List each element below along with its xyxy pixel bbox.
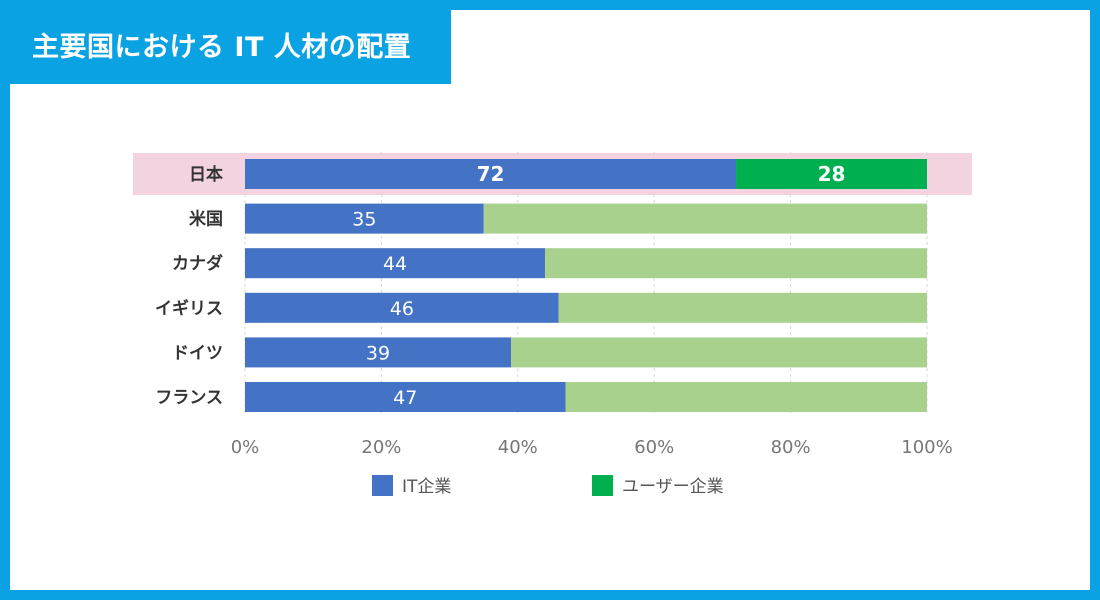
- bar-it-4: [245, 337, 511, 368]
- data-label-it: 72: [477, 162, 505, 186]
- bar-it-2: [245, 248, 546, 279]
- data-label-it: 47: [393, 387, 417, 409]
- legend-swatch-1: [592, 475, 613, 496]
- x-tick-label: 20%: [361, 437, 401, 458]
- legend-label-1: ユーザー企業: [622, 477, 724, 497]
- legend-swatch-0: [372, 475, 393, 496]
- slide-title: 主要国における IT 人材の配置: [10, 10, 451, 84]
- legend-label-0: IT企業: [402, 477, 451, 497]
- data-label-it: 46: [390, 298, 414, 320]
- x-tick-label: 40%: [498, 437, 538, 458]
- data-label-it: 44: [383, 253, 407, 275]
- data-label-it: 39: [366, 342, 390, 364]
- category-label: 日本: [189, 164, 223, 185]
- bar-it-3: [245, 292, 559, 323]
- x-tick-label: 80%: [771, 437, 811, 458]
- bar-user-0: [736, 159, 927, 189]
- x-tick-label: 60%: [634, 437, 674, 458]
- bar-user-4: [510, 337, 927, 368]
- x-tick-label: 0%: [231, 437, 260, 458]
- bar-user-5: [565, 382, 927, 412]
- x-tick-label: 100%: [901, 437, 952, 458]
- bar-user-3: [558, 292, 927, 323]
- category-label: 米国: [189, 209, 223, 230]
- category-label: ドイツ: [172, 343, 223, 363]
- data-label-it: 35: [352, 209, 376, 231]
- bar-user-1: [483, 203, 927, 234]
- data-label-user: 28: [818, 162, 846, 186]
- bar-it-0: [245, 159, 737, 189]
- category-label: フランス: [155, 388, 223, 408]
- category-label: イギリス: [155, 299, 223, 319]
- bar-it-1: [245, 203, 484, 234]
- category-label: カナダ: [172, 253, 223, 274]
- bar-it-5: [245, 382, 566, 412]
- bar-user-2: [545, 248, 927, 279]
